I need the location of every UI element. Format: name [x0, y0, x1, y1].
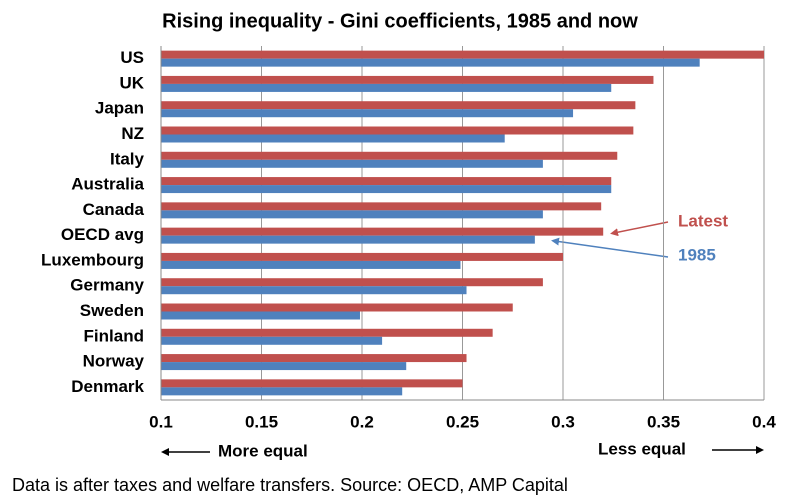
bar: [161, 286, 467, 295]
y-tick-label: OECD avg: [61, 225, 144, 244]
x-tick-label: 0.4: [752, 412, 776, 431]
chart-title: Rising inequality - Gini coefficients, 1…: [162, 10, 638, 32]
bar: [161, 151, 618, 160]
bar: [161, 126, 634, 135]
bar: [161, 202, 602, 211]
bar: [161, 134, 505, 143]
y-tick-label: US: [120, 48, 144, 67]
bar: [161, 58, 700, 67]
bar: [161, 328, 493, 337]
legend-label: Latest: [678, 211, 728, 230]
bar: [161, 278, 543, 287]
bar: [161, 303, 513, 312]
y-tick-label: Germany: [70, 276, 144, 295]
bar: [161, 354, 467, 363]
bar: [161, 311, 360, 320]
y-tick-label: NZ: [121, 124, 144, 143]
y-tick-label: Denmark: [71, 377, 144, 396]
bar: [161, 83, 612, 92]
x-tick-label: 0.1: [149, 412, 173, 431]
x-tick-label: 0.25: [446, 412, 479, 431]
bar: [161, 227, 604, 236]
x-tick-label: 0.2: [350, 412, 374, 431]
right-note: Less equal: [598, 439, 686, 458]
y-tick-label: Canada: [83, 200, 145, 219]
bar: [161, 210, 543, 219]
x-tick-label: 0.35: [647, 412, 680, 431]
x-tick-label: 0.15: [245, 412, 278, 431]
bar: [161, 50, 764, 59]
bar: [161, 260, 461, 269]
y-tick-label: Norway: [83, 352, 145, 371]
bar: [161, 101, 636, 110]
legend-arrow: [610, 221, 669, 237]
left-note: More equal: [218, 441, 308, 460]
y-tick-label: Finland: [84, 326, 144, 345]
bar: [161, 177, 612, 186]
y-tick-label: Italy: [110, 149, 145, 168]
legend-label: 1985: [678, 245, 716, 264]
bar: [161, 185, 612, 194]
bar: [161, 75, 654, 84]
legend-arrow: [551, 237, 669, 258]
bar: [161, 336, 383, 345]
y-tick-label: UK: [119, 73, 144, 92]
bar: [161, 159, 543, 168]
bar: [161, 252, 563, 261]
bar: [161, 235, 535, 244]
bar: [161, 362, 407, 371]
footnote: Data is after taxes and welfare transfer…: [12, 475, 568, 495]
y-tick-label: Japan: [95, 99, 144, 118]
y-tick-label: Sweden: [80, 301, 144, 320]
bar: [161, 109, 574, 118]
bar: [161, 379, 463, 388]
x-tick-label: 0.3: [551, 412, 575, 431]
y-tick-label: Luxembourg: [41, 250, 144, 269]
bar: [161, 387, 403, 396]
y-tick-label: Australia: [71, 175, 144, 194]
